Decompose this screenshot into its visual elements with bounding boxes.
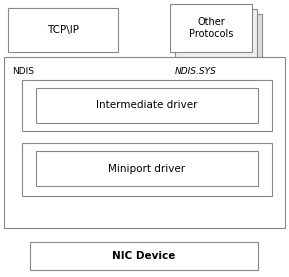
Bar bbox=[36, 88, 258, 123]
Text: Miniport driver: Miniport driver bbox=[108, 163, 186, 173]
Text: Intermediate driver: Intermediate driver bbox=[96, 101, 198, 111]
Bar bbox=[8, 8, 118, 52]
Bar bbox=[175, 9, 257, 57]
Bar bbox=[22, 143, 272, 196]
Bar bbox=[36, 151, 258, 186]
Bar bbox=[170, 4, 252, 52]
Bar bbox=[180, 14, 262, 62]
Bar bbox=[4, 57, 285, 228]
Text: NIC Device: NIC Device bbox=[112, 251, 176, 261]
Text: NDIS: NDIS bbox=[12, 67, 34, 76]
Text: NDIS.SYS: NDIS.SYS bbox=[175, 67, 217, 76]
Text: Other
Protocols: Other Protocols bbox=[189, 17, 233, 39]
Bar bbox=[22, 80, 272, 131]
Bar bbox=[30, 242, 258, 270]
Text: TCP\IP: TCP\IP bbox=[47, 25, 79, 35]
